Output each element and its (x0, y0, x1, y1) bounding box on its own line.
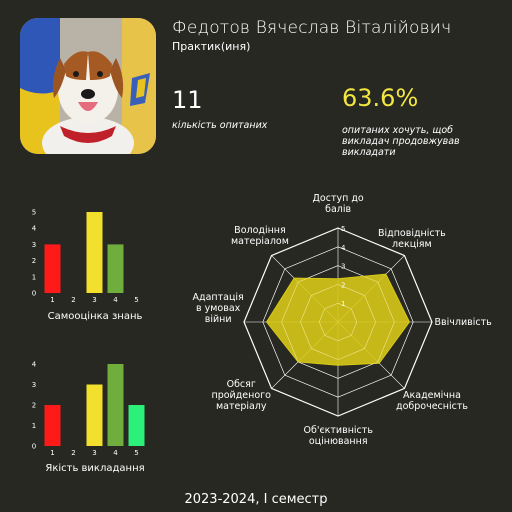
bar-chart-2-bar (128, 405, 145, 446)
radar-axis-label: Відповідність лекціям (378, 228, 446, 250)
avatar (20, 18, 156, 154)
radar-grid-ring-overlay (318, 302, 358, 342)
radar-data-area (265, 273, 411, 366)
bar-chart-2-xtick: 5 (134, 449, 138, 457)
bar-chart-1-ytick: 5 (32, 209, 36, 217)
bar-chart-1-bar (44, 244, 61, 293)
radar-axis-label: Ввічливість (434, 316, 492, 328)
bar-chart-1-ytick: 2 (32, 257, 36, 265)
semester-footer: 2023-2024, І семестр (184, 492, 328, 507)
bar-chart-2-xtick: 3 (92, 449, 96, 457)
bar-chart-2-xtick: 1 (50, 449, 54, 457)
dog-portrait-icon (20, 18, 156, 154)
bar-chart-1-ytick: 0 (32, 290, 36, 298)
bar-chart-2-ytick: 2 (32, 402, 36, 410)
radar-grid-ring-overlay (262, 246, 414, 398)
radar-grid-ring-overlay (281, 265, 395, 379)
respondents-caption: кількість опитаних (172, 120, 268, 131)
radar-axis-label: Академічна доброчесність (396, 390, 468, 412)
bar-chart-2-ytick: 4 (32, 361, 37, 369)
radar-axis-label: Володіння матеріалом (231, 225, 289, 247)
bar-chart-2-bar (107, 364, 124, 446)
continue-percent: 63.6% (342, 84, 419, 112)
bar-chart-1-xtick: 1 (50, 296, 54, 304)
bar-chart-2-title: Якість викладання (45, 463, 145, 474)
bar-chart-2-ytick: 0 (32, 443, 36, 451)
bar-chart-2-ytick: 1 (32, 422, 36, 430)
bar-chart-2-bar (44, 405, 61, 446)
bar-chart-2-xtick: 2 (71, 449, 75, 457)
respondents-count: 11 (172, 86, 203, 114)
bar-chart-1-xtick: 2 (71, 296, 75, 304)
bar-chart-1-ytick: 3 (32, 241, 36, 249)
bar-chart-2-xtick: 4 (113, 449, 118, 457)
radar-axis-label: Обсяг пройденого матеріалу (211, 378, 271, 412)
radar-grid-ring-overlay (300, 284, 376, 360)
radar-rtick: 2 (341, 281, 345, 289)
bar-chart-1-bar (107, 244, 124, 293)
teacher-name: Федотов Вячеслав Віталійович (172, 18, 452, 38)
bar-chart-1-ytick: 1 (32, 273, 36, 281)
radar-rtick: 1 (341, 300, 345, 308)
radar-axis-label: Об'єктивність оцінювання (303, 425, 373, 447)
bar-chart-1-xtick: 3 (92, 296, 96, 304)
radar-rtick: 4 (341, 244, 346, 252)
teacher-role: Практик(иня) (172, 40, 251, 53)
bar-chart-1-bar (86, 212, 103, 293)
bar-chart-2-ytick: 3 (32, 381, 36, 389)
radar-axis-label: Адаптація в умовах війни (192, 291, 244, 325)
bar-chart-1-title: Самооцінка знань (47, 311, 143, 322)
bar-chart-2-bar (86, 384, 103, 446)
continue-percent-caption: опитаних хочуть, щоб викладач продовжува… (342, 125, 460, 158)
radar-axis-label: Доступ до балів (312, 193, 364, 215)
radar-rtick: 3 (341, 263, 345, 271)
bar-chart-1-xtick: 4 (113, 296, 118, 304)
bar-chart-1-xtick: 5 (134, 296, 138, 304)
radar-rtick: 5 (341, 225, 345, 233)
bar-chart-1-ytick: 4 (32, 225, 37, 233)
